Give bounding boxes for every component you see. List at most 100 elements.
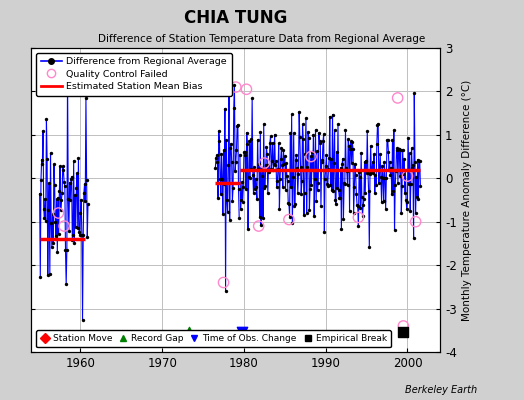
Point <box>330 127 339 133</box>
Point <box>300 190 309 196</box>
Point <box>258 165 267 172</box>
Point <box>43 272 52 279</box>
Point <box>44 206 52 213</box>
Point <box>290 202 299 209</box>
Point <box>216 176 224 182</box>
Point <box>58 189 66 196</box>
Point <box>241 149 249 156</box>
Point <box>221 288 230 294</box>
Point <box>221 105 229 112</box>
Text: Berkeley Earth: Berkeley Earth <box>405 385 477 395</box>
Point <box>214 128 223 134</box>
Point <box>415 158 423 164</box>
Point <box>398 182 406 189</box>
Point <box>50 182 59 188</box>
Point <box>39 128 47 134</box>
Point <box>70 157 78 164</box>
Point <box>243 129 251 136</box>
Point <box>275 140 283 146</box>
Point <box>387 164 395 171</box>
Point <box>406 208 414 214</box>
Point <box>303 164 311 170</box>
Point <box>307 153 315 160</box>
Point <box>381 175 389 182</box>
Point <box>48 211 57 217</box>
Point <box>255 223 263 229</box>
Point <box>254 136 262 143</box>
Point <box>345 143 353 149</box>
Point <box>224 162 233 168</box>
Point <box>232 158 240 165</box>
Point <box>335 195 344 201</box>
Point <box>70 240 79 246</box>
Point <box>394 179 402 186</box>
Point <box>49 240 58 246</box>
Point <box>291 157 300 163</box>
Point <box>278 162 286 168</box>
Point <box>64 228 73 235</box>
Point <box>376 151 385 158</box>
Point <box>229 184 237 191</box>
Point <box>62 281 70 287</box>
Point <box>398 147 407 153</box>
Point <box>72 184 81 191</box>
Point <box>277 155 285 162</box>
Point <box>408 165 417 172</box>
Point <box>254 166 263 173</box>
Point <box>238 329 246 336</box>
Point <box>234 186 243 192</box>
Point <box>337 226 345 232</box>
Point <box>261 183 269 189</box>
Point <box>238 199 247 206</box>
Point <box>389 187 397 194</box>
Point <box>284 200 292 206</box>
Point <box>329 111 337 118</box>
Point <box>413 194 421 200</box>
Point <box>307 153 315 160</box>
Point <box>270 131 279 138</box>
Point <box>226 144 235 151</box>
Point <box>262 144 270 150</box>
Point <box>378 163 386 169</box>
Point <box>357 194 366 200</box>
Point <box>299 135 308 142</box>
Point <box>63 246 71 253</box>
Point <box>43 156 51 162</box>
Point <box>394 95 402 101</box>
Point <box>222 137 231 144</box>
Point <box>309 167 317 174</box>
Point <box>267 166 276 172</box>
Point <box>71 224 80 230</box>
Point <box>61 247 70 253</box>
Point <box>288 220 297 226</box>
Point <box>354 223 363 229</box>
Point <box>244 226 252 232</box>
Point <box>356 205 365 211</box>
Point <box>322 163 330 169</box>
Point <box>384 137 392 143</box>
Point <box>78 317 86 323</box>
Point <box>54 210 62 216</box>
Point <box>386 158 394 165</box>
Point <box>414 196 422 202</box>
Point <box>359 202 367 209</box>
Point <box>304 134 313 141</box>
Point <box>385 167 393 173</box>
Point <box>213 152 221 158</box>
Point <box>397 146 405 153</box>
Point <box>71 192 79 198</box>
Point <box>260 185 269 192</box>
Point <box>368 158 377 165</box>
Point <box>374 120 383 127</box>
Point <box>352 191 361 197</box>
Point <box>333 184 342 191</box>
Point <box>371 172 379 178</box>
Point <box>304 129 312 135</box>
Point <box>282 160 290 166</box>
Point <box>272 158 280 164</box>
Point <box>323 181 331 188</box>
Point <box>42 116 51 123</box>
Point <box>405 150 413 157</box>
Point <box>296 134 304 140</box>
Point <box>366 171 374 177</box>
